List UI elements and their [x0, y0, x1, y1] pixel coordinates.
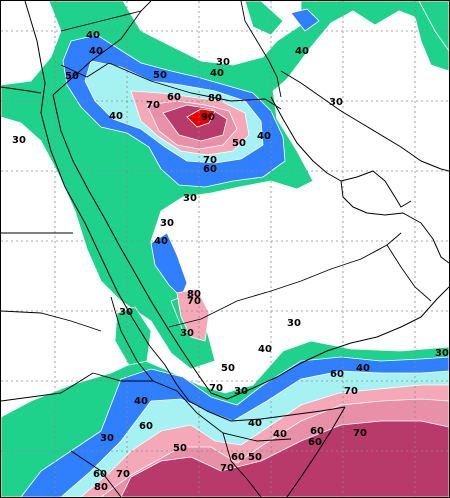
border-iran-iraq [240, 1, 282, 98]
fill-30-east-top [418, 1, 449, 52]
label-40-ne-2: 40 [295, 46, 309, 57]
coastline-levant [24, 1, 46, 114]
border-saudi-north [52, 1, 152, 96]
label-50-north: 50 [65, 71, 79, 82]
coastline-persian-gulf [270, 96, 412, 208]
label-60-bottom-left: 60 [93, 469, 107, 480]
border-saudi-iraq [108, 62, 282, 110]
fill-90-north [186, 108, 216, 128]
border-somalia [222, 432, 262, 497]
label-80-center: 80 [208, 93, 222, 104]
border-syria [60, 10, 142, 32]
label-30-west-band: 30 [160, 218, 174, 229]
label-40-west-band: 40 [154, 236, 168, 247]
label-30-ne-1: 30 [216, 57, 230, 68]
label-50-yemen: 50 [221, 363, 235, 374]
border-sudan-south [1, 372, 94, 402]
label-60-gulf: 60 [330, 369, 344, 380]
label-40-gulf: 40 [356, 363, 370, 374]
label-30-nw-coast: 30 [12, 135, 26, 146]
fill-30-redsea [114, 306, 152, 366]
border-ethiopia [92, 372, 292, 442]
label-40-south-1: 40 [248, 418, 262, 429]
coastline-africa-north [1, 86, 42, 94]
label-30-redsea-2: 30 [180, 328, 194, 339]
coastline-gulf-south [340, 180, 449, 264]
label-70-redsea: 70 [187, 296, 201, 307]
label-40-north-2: 40 [89, 46, 103, 57]
label-80-bottom-left: 80 [94, 482, 108, 493]
border-jordan [60, 62, 110, 78]
coastline-somalia [286, 406, 346, 497]
label-30-sw: 30 [100, 433, 114, 444]
fill-40-ne [290, 8, 320, 32]
label-40-center-east: 40 [257, 131, 271, 142]
fill-80-south [120, 420, 449, 497]
label-50-center-east: 50 [232, 138, 246, 149]
label-70-south-2: 70 [220, 463, 234, 474]
label-30-horn: 30 [234, 386, 248, 397]
fill-30-ne-small [244, 1, 284, 36]
label-70-south-center: 70 [203, 155, 217, 166]
label-90-center: 90 [201, 112, 215, 123]
label-60-south-center: 60 [203, 164, 217, 175]
label-60-south-2: 60 [308, 437, 322, 448]
coastline-yemen-south [226, 286, 449, 400]
label-60-center: 60 [167, 92, 181, 103]
label-30-redsea-1: 30 [119, 307, 133, 318]
label-60-south-3: 60 [231, 452, 245, 463]
fill-40-center-band [150, 232, 188, 298]
label-40-north-1: 40 [86, 30, 100, 41]
label-30-yemen: 30 [287, 318, 301, 329]
coastline-red-sea-east [52, 94, 228, 400]
label-70-bottom-left: 70 [116, 469, 130, 480]
label-70-center: 70 [146, 100, 160, 111]
label-40-south-2: 40 [273, 429, 287, 440]
label-60-sw: 60 [139, 421, 153, 432]
label-40-west-lower: 40 [134, 396, 148, 407]
border-sudan-eritrea [110, 296, 154, 382]
label-60-south-1: 60 [310, 426, 324, 437]
border-kenya [70, 450, 122, 497]
label-80-redsea: 80 [187, 289, 201, 300]
fill-60-redsea [176, 288, 210, 342]
label-70-south-east: 70 [353, 428, 367, 439]
label-50-sw: 50 [173, 443, 187, 454]
label-40-center-west: 40 [109, 111, 123, 122]
label-30-south-center: 30 [183, 193, 197, 204]
coastline-red-sea-west [40, 112, 190, 402]
label-70-somalia: 70 [344, 386, 358, 397]
label-40-yemen: 40 [258, 344, 272, 355]
label-50-central: 50 [153, 70, 167, 81]
coastline-iran [280, 70, 449, 172]
label-50-south-3: 50 [248, 452, 262, 463]
border-africa-west [1, 310, 102, 332]
border-oman [386, 244, 432, 302]
coastline-horn [188, 400, 346, 422]
label-40-ne-1: 40 [210, 68, 224, 79]
label-30-ne-2: 30 [329, 97, 343, 108]
label-70-horn: 70 [209, 383, 223, 394]
label-30-east: 30 [435, 348, 449, 359]
border-saudi-yemen [168, 232, 402, 328]
